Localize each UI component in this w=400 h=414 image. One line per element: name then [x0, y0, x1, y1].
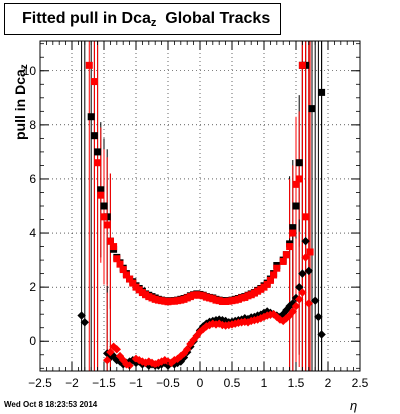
data-point-square	[119, 266, 127, 274]
data-point-square	[289, 224, 297, 232]
data-point-square	[94, 148, 102, 156]
data-point-diamond	[304, 299, 313, 308]
data-point-square	[289, 229, 297, 237]
data-point-diamond	[298, 269, 307, 278]
data-point-diamond	[179, 349, 189, 358]
x-tick-label: 0.5	[224, 376, 241, 390]
data-point-square	[110, 243, 118, 251]
data-point-square	[295, 175, 303, 183]
data-point-square	[279, 257, 287, 265]
data-point-diamond	[317, 330, 326, 339]
data-point-diamond	[304, 266, 313, 276]
data-point-diamond	[288, 307, 297, 316]
x-tick-label: −2	[65, 376, 79, 390]
data-point-diamond	[295, 282, 304, 292]
axes: −2.5 −2 −1.5 −1 −0.5 0 0.5 1 1.5 2 2.5 0 2 4 6 8 10	[23, 41, 369, 390]
data-point-square	[129, 279, 137, 287]
data-point-diamond	[311, 296, 320, 305]
x-tick-label: 0	[197, 376, 204, 390]
data-point-diamond	[125, 361, 134, 370]
data-point-square	[286, 243, 294, 251]
data-point-diamond	[106, 347, 115, 357]
data-point-diamond	[112, 345, 121, 354]
data-point-diamond	[183, 345, 192, 354]
data-point-square	[266, 276, 274, 284]
x-tick-label: 2	[325, 376, 332, 390]
title-subscript: z	[150, 17, 157, 29]
grid-lines	[40, 41, 360, 371]
title-box: Fitted pull in Dcaz Global Tracks	[4, 3, 281, 35]
data-point-square	[100, 213, 108, 221]
x-tick-label: −1.5	[92, 376, 116, 390]
data-point-square	[306, 248, 314, 256]
x-tick-label: 1.5	[288, 376, 305, 390]
data-point-square	[100, 202, 108, 210]
data-point-square	[85, 61, 93, 69]
data-point-diamond	[103, 349, 112, 358]
data-point-diamond	[295, 295, 304, 304]
data-point-square	[90, 78, 98, 86]
data-point-square	[263, 280, 271, 288]
data-point-diamond	[298, 288, 307, 297]
data-point-diamond	[163, 357, 173, 366]
data-point-square	[116, 260, 124, 268]
x-tick-label: 1	[261, 376, 268, 390]
y-tick-label: 10	[23, 64, 37, 78]
data-point-square	[292, 180, 300, 188]
title-suffix: Global Tracks	[165, 10, 271, 27]
data-point-diamond	[301, 236, 310, 246]
chart-title: Fitted pull in Dcaz Global Tracks	[22, 10, 271, 29]
data-point-square	[103, 221, 111, 229]
data-point-square	[318, 88, 326, 96]
data-point-square	[270, 271, 278, 279]
x-tick-label: −2.5	[28, 376, 52, 390]
data-point-square	[126, 275, 134, 283]
data-point-diamond	[314, 312, 323, 322]
x-tick-label: −0.5	[156, 376, 180, 390]
y-tick-label: 4	[29, 226, 36, 240]
data-point-diamond	[77, 311, 86, 320]
y-tick-label: 6	[29, 172, 36, 186]
data-point-square	[292, 202, 300, 210]
data-point-square	[308, 105, 316, 113]
data-point-square	[282, 251, 290, 259]
data-point-diamond	[195, 327, 205, 336]
x-tick-label: −1	[129, 376, 143, 390]
data-point-diamond	[119, 355, 128, 365]
y-tick-label: 0	[29, 334, 36, 348]
data-point-square	[87, 113, 95, 121]
y-tick-label: 8	[29, 118, 36, 132]
x-tick-label: 2.5	[352, 376, 369, 390]
data-point-square	[94, 159, 102, 167]
data-point-square	[298, 61, 306, 69]
data-point-square	[90, 132, 98, 140]
data-point-square	[302, 213, 310, 221]
data-point-square	[97, 186, 105, 194]
data-point-diamond	[301, 253, 310, 262]
x-axis-label: η	[350, 398, 358, 413]
timestamp: Wed Oct 8 18:23:53 2014	[4, 400, 98, 409]
title-main: Fitted pull in Dca	[22, 10, 151, 27]
y-axis-label: pull in Dcaz	[12, 64, 30, 140]
data-point-diamond	[291, 301, 301, 311]
data-point-diamond	[109, 342, 118, 351]
data-point-diamond	[103, 355, 112, 365]
data-point-square	[113, 255, 121, 263]
data-point-diamond	[80, 318, 89, 327]
data-point-square	[273, 264, 281, 272]
data-point-square	[295, 159, 303, 167]
data-point-square	[106, 237, 114, 245]
data-point-square	[122, 271, 130, 279]
data-point-square	[97, 191, 105, 199]
y-tick-label: 2	[29, 280, 36, 294]
data-markers	[77, 61, 326, 370]
